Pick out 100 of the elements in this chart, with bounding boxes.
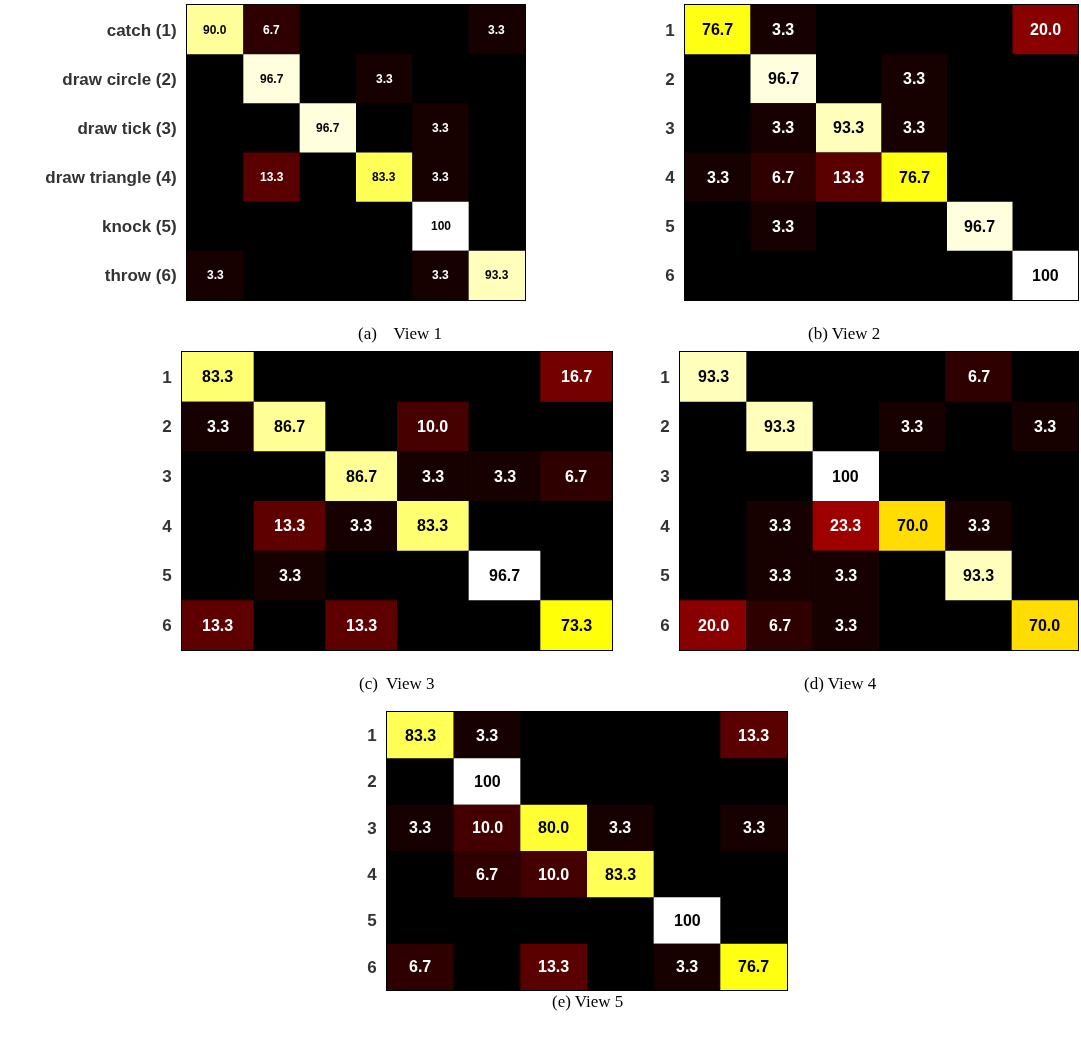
data-label: 3.3: [409, 819, 432, 836]
data-label: 13.3: [260, 170, 284, 184]
y-tick-label: 4: [367, 865, 378, 885]
text: (a) View 1: [358, 324, 443, 343]
y-tick-label: 6: [660, 616, 670, 636]
data-label: 6.7: [968, 368, 991, 385]
text: (e) View 5: [552, 992, 624, 1011]
y-tick-label: knock (5): [101, 217, 177, 237]
data-label: 3.3: [476, 727, 499, 744]
data-label: 20.0: [698, 617, 730, 634]
data-label: 83.3: [202, 368, 234, 385]
data-label: 3.3: [207, 268, 225, 282]
data-label: 70.0: [1029, 617, 1061, 634]
data-label: 16.7: [561, 368, 593, 385]
data-label: 3.3: [968, 517, 991, 534]
y-tick-label: 2: [162, 417, 172, 437]
data-label: 96.7: [489, 567, 521, 584]
data-label: 3.3: [743, 819, 766, 836]
y-tick-label: 3: [367, 818, 377, 838]
y-tick-label: 4: [162, 516, 173, 536]
data-label: 93.3: [698, 368, 730, 385]
data-label: 3.3: [432, 268, 450, 282]
data-label: 73.3: [561, 617, 593, 634]
data-label: 76.7: [899, 169, 931, 186]
y-tick-label: draw triangle (4): [45, 168, 177, 188]
data-label: 3.3: [676, 958, 699, 975]
data-label: 76.7: [738, 958, 770, 975]
y-tick-label: 1: [665, 20, 675, 40]
data-label: 3.3: [835, 617, 858, 634]
data-label: 3.3: [903, 119, 926, 136]
data-label: 86.7: [274, 418, 306, 435]
y-tick-label: 3: [660, 467, 670, 487]
data-label: 83.3: [372, 170, 396, 184]
data-label: 96.7: [964, 218, 996, 235]
data-label: 6.7: [769, 617, 792, 634]
data-label: 86.7: [346, 468, 378, 485]
data-label: 3.3: [769, 567, 792, 584]
data-label: 100: [431, 219, 452, 233]
data-label: 3.3: [488, 23, 506, 37]
data-label: 100: [674, 912, 701, 929]
data-label: 70.0: [897, 517, 929, 534]
data-label: 96.7: [260, 72, 284, 86]
y-tick-label: 6: [665, 266, 675, 286]
data-label: 3.3: [901, 418, 924, 435]
data-label: 3.3: [494, 468, 517, 485]
data-label: 20.0: [1030, 21, 1062, 38]
y-tick-label: draw tick (3): [77, 118, 177, 138]
y-tick-label: throw (6): [104, 266, 177, 286]
data-label: 6.7: [263, 23, 281, 37]
data-label: 3.3: [772, 119, 795, 136]
data-label: 100: [1032, 267, 1059, 284]
data-label: 13.3: [538, 958, 570, 975]
data-label: 3.3: [422, 468, 445, 485]
y-tick-label: 6: [367, 957, 377, 977]
y-tick-label: catch (1): [106, 20, 177, 40]
y-tick-label: draw circle (2): [62, 69, 177, 89]
y-tick-label: 3: [162, 467, 172, 487]
data-label: 3.3: [350, 517, 373, 534]
data-label: 93.3: [764, 418, 796, 435]
data-label: 3.3: [609, 819, 632, 836]
data-label: 6.7: [476, 866, 499, 883]
data-label: 100: [832, 468, 859, 485]
data-label: 83.3: [417, 517, 449, 534]
y-tick-label: 4: [665, 168, 676, 188]
data-label: 3.3: [432, 121, 450, 135]
data-label: 3.3: [207, 418, 230, 435]
y-tick-label: 5: [367, 911, 377, 931]
data-label: 3.3: [835, 567, 858, 584]
text: (d) View 4: [804, 674, 877, 693]
data-label: 3.3: [376, 72, 394, 86]
y-tick-label: 1: [367, 726, 377, 746]
y-tick-label: 5: [162, 566, 172, 586]
data-label: 96.7: [316, 121, 340, 135]
data-label: 3.3: [772, 218, 795, 235]
y-tick-label: 2: [660, 417, 670, 437]
data-label: 83.3: [405, 727, 437, 744]
data-label: 93.3: [833, 119, 865, 136]
data-label: 93.3: [485, 268, 509, 282]
data-label: 3.3: [769, 517, 792, 534]
text: (b) View 2: [808, 324, 881, 343]
data-label: 13.3: [833, 169, 865, 186]
data-label: 6.7: [565, 468, 588, 485]
data-label: 100: [474, 773, 501, 790]
data-label: 13.3: [346, 617, 378, 634]
data-label: 3.3: [1034, 418, 1057, 435]
y-tick-label: 3: [665, 118, 675, 138]
data-label: 3.3: [432, 170, 450, 184]
data-label: 13.3: [738, 727, 770, 744]
y-tick-label: 5: [660, 566, 670, 586]
data-label: 10.0: [472, 819, 504, 836]
data-label: 3.3: [707, 169, 730, 186]
y-tick-label: 5: [665, 217, 675, 237]
text: (c) View 3: [359, 674, 435, 693]
data-label: 3.3: [903, 70, 926, 87]
data-label: 6.7: [772, 169, 795, 186]
data-label: 13.3: [274, 517, 306, 534]
data-label: 13.3: [202, 617, 234, 634]
y-tick-label: 4: [660, 516, 671, 536]
data-label: 23.3: [830, 517, 862, 534]
data-label: 93.3: [963, 567, 995, 584]
